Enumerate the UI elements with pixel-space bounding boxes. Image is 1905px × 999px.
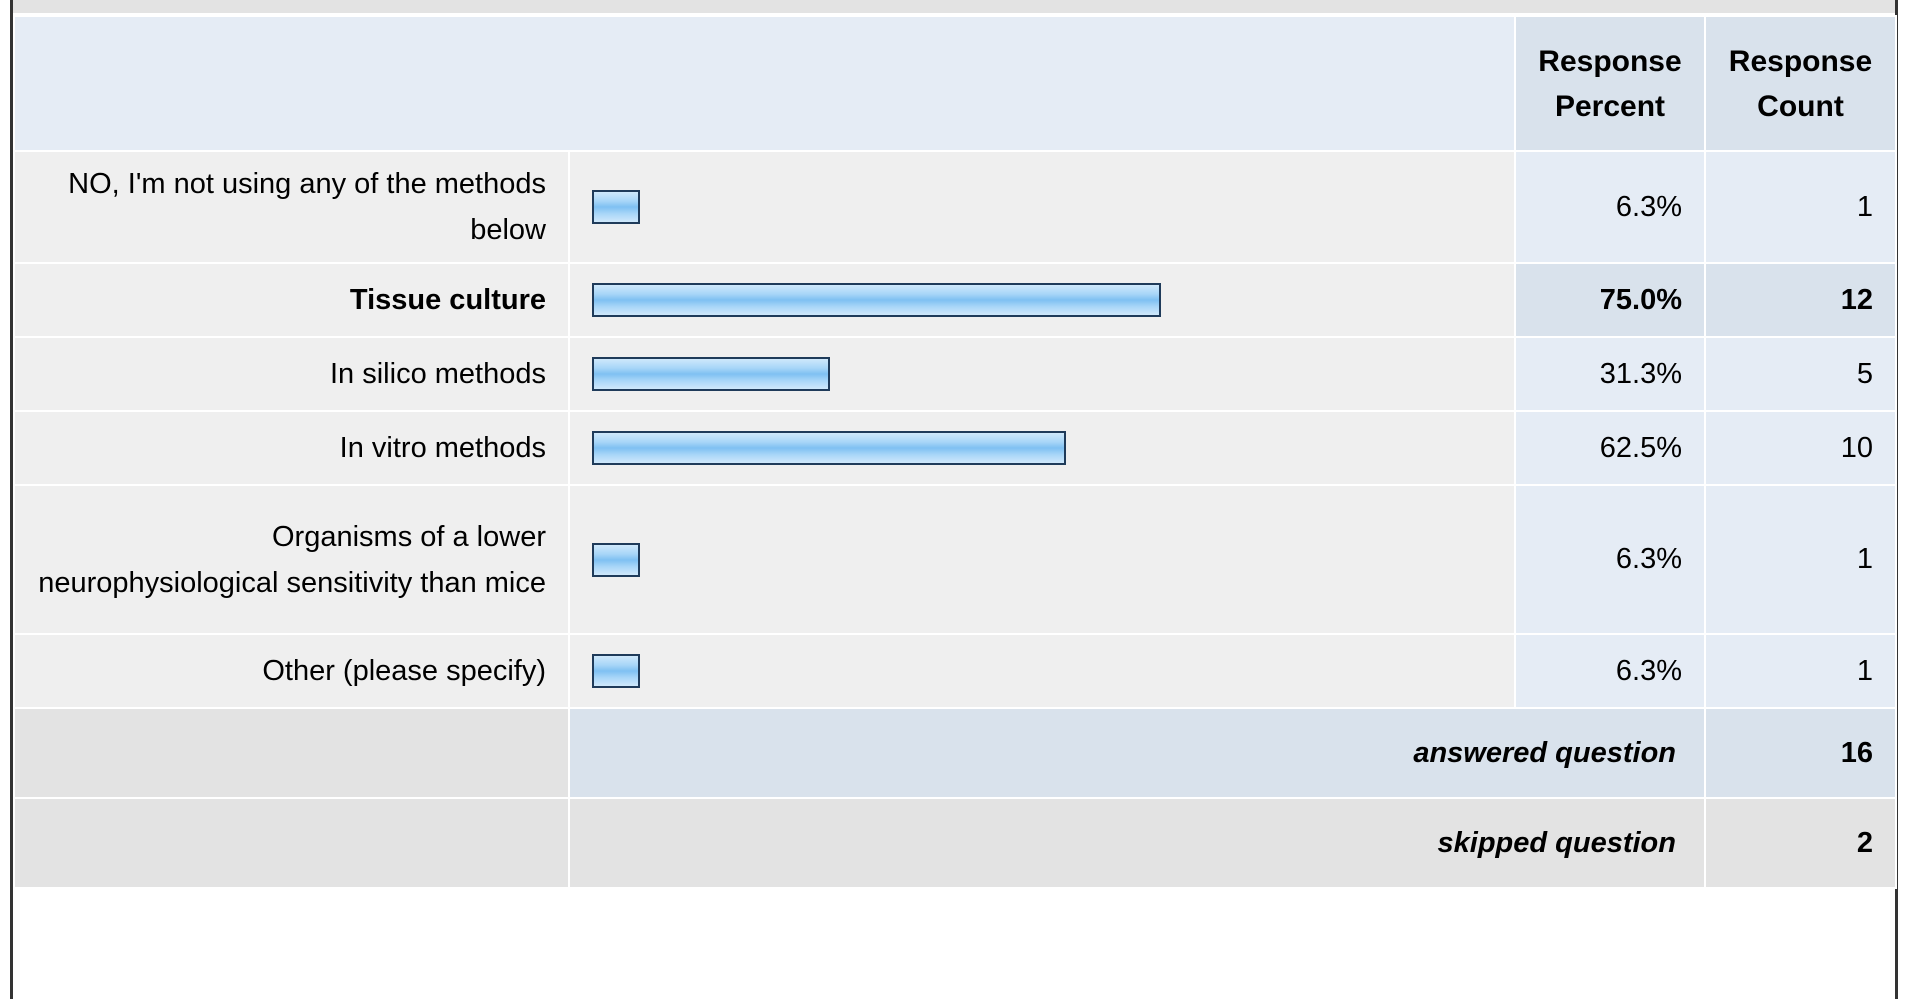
bar-cell [568,150,1516,264]
bar-cell [568,336,1516,412]
response-bar [592,283,1161,317]
answered-question-value: 16 [1704,707,1897,799]
answer-label: Other (please specify) [13,633,570,709]
top-strip [13,0,1895,15]
panel-border-right [1895,0,1898,999]
answer-row: Other (please specify) 6.3% 1 [13,633,1897,709]
skipped-blank [13,797,570,889]
response-percent: 62.5% [1514,410,1706,486]
answer-row: In silico methods 31.3% 5 [13,336,1897,412]
answer-label: Organisms of a lower neurophysiological … [13,484,570,635]
response-count: 5 [1704,336,1897,412]
header-blank [13,15,1516,152]
answer-label: NO, I'm not using any of the methods bel… [13,150,570,264]
response-count: 1 [1704,150,1897,264]
bar-cell [568,410,1516,486]
answer-label: In vitro methods [13,410,570,486]
bar-cell [568,484,1516,635]
response-percent: 6.3% [1514,484,1706,635]
bar-cell [568,262,1516,338]
response-percent: 6.3% [1514,150,1706,264]
response-bar [592,431,1066,465]
response-count: 1 [1704,633,1897,709]
response-bar [592,357,830,391]
skipped-question-value: 2 [1704,797,1897,889]
answer-row: NO, I'm not using any of the methods bel… [13,150,1897,264]
answer-row: Tissue culture 75.0% 12 [13,262,1897,338]
skipped-question-label: skipped question [568,797,1706,889]
response-count: 10 [1704,410,1897,486]
header-response-count: Response Count [1704,15,1897,152]
response-percent: 31.3% [1514,336,1706,412]
response-count: 12 [1704,262,1897,338]
results-table: Response Percent Response Count NO, I'm … [13,15,1897,889]
answer-row: In vitro methods 62.5% 10 [13,410,1897,486]
response-percent: 75.0% [1514,262,1706,338]
answer-row: Organisms of a lower neurophysiological … [13,484,1897,635]
answer-label: In silico methods [13,336,570,412]
response-bar [592,190,640,224]
response-percent: 6.3% [1514,633,1706,709]
panel-border-left [10,0,13,999]
bar-cell [568,633,1516,709]
response-bar [592,654,640,688]
response-bar [592,542,640,577]
header-response-percent: Response Percent [1514,15,1706,152]
answered-question-label: answered question [568,707,1706,799]
header-row: Response Percent Response Count [13,15,1897,152]
answered-row: answered question 16 [13,707,1897,799]
skipped-row: skipped question 2 [13,797,1897,889]
answer-label: Tissue culture [13,262,570,338]
response-count: 1 [1704,484,1897,635]
answered-blank [13,707,570,799]
